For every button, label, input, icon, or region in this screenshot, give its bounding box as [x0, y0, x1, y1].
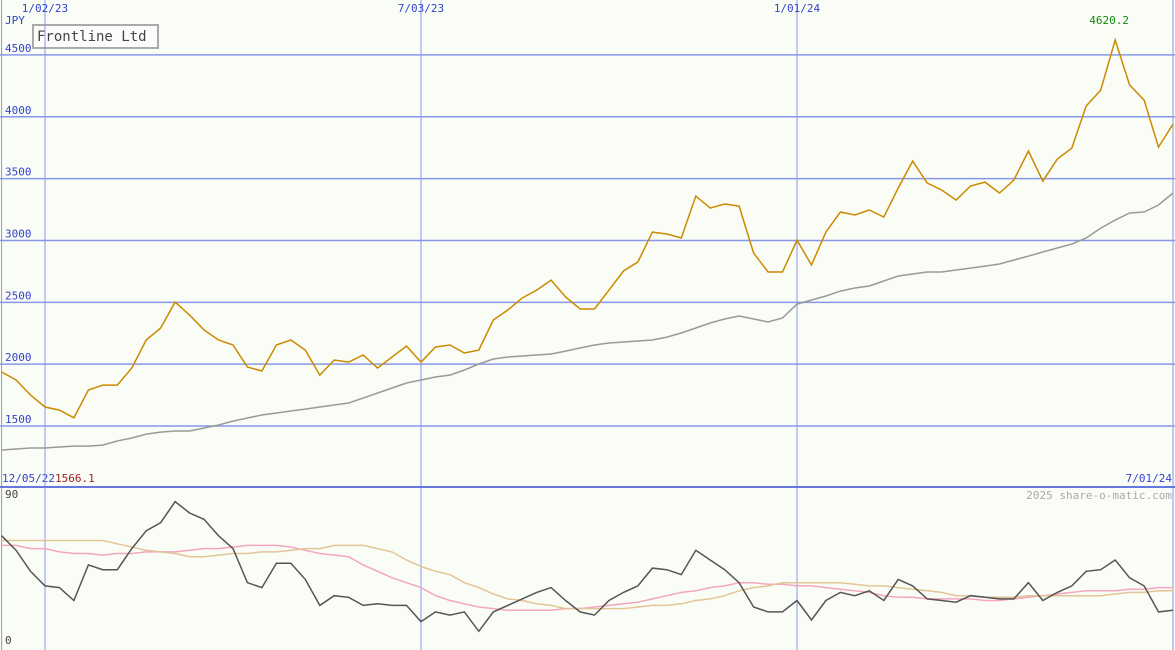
series-line	[1, 544, 1173, 612]
watermark: 2025 share-o-matic.com	[1026, 489, 1172, 502]
y-tick-label: 1500	[5, 413, 32, 426]
x-tick-label: 7/03/23	[398, 2, 444, 15]
x-tick-label: 12/05/22	[2, 472, 55, 485]
y-tick-label: 3000	[5, 227, 32, 240]
series-line	[1, 192, 1174, 451]
chart-title: Frontline Ltd	[37, 29, 147, 45]
y-tick-label: 4500	[5, 42, 32, 55]
y-tick-label: 2500	[5, 289, 32, 302]
title-box	[32, 24, 159, 49]
x-tick-label: 1/02/23	[22, 2, 68, 15]
y-tick-label: 4000	[5, 104, 32, 117]
value-label: 1566.1	[55, 472, 95, 485]
y-tick-label: 3500	[5, 166, 32, 179]
y-axis-label: JPY	[5, 14, 25, 27]
y-tick-label: 90	[5, 488, 18, 501]
x-tick-label: 1/01/24	[774, 2, 821, 15]
y-tick-label: 0	[5, 634, 12, 647]
x-tick-label: 7/01/24	[1126, 472, 1173, 485]
series-line	[1, 500, 1174, 633]
value-label: 4620.2	[1089, 14, 1129, 27]
y-tick-label: 2000	[5, 351, 32, 364]
series-line	[1, 37, 1174, 419]
